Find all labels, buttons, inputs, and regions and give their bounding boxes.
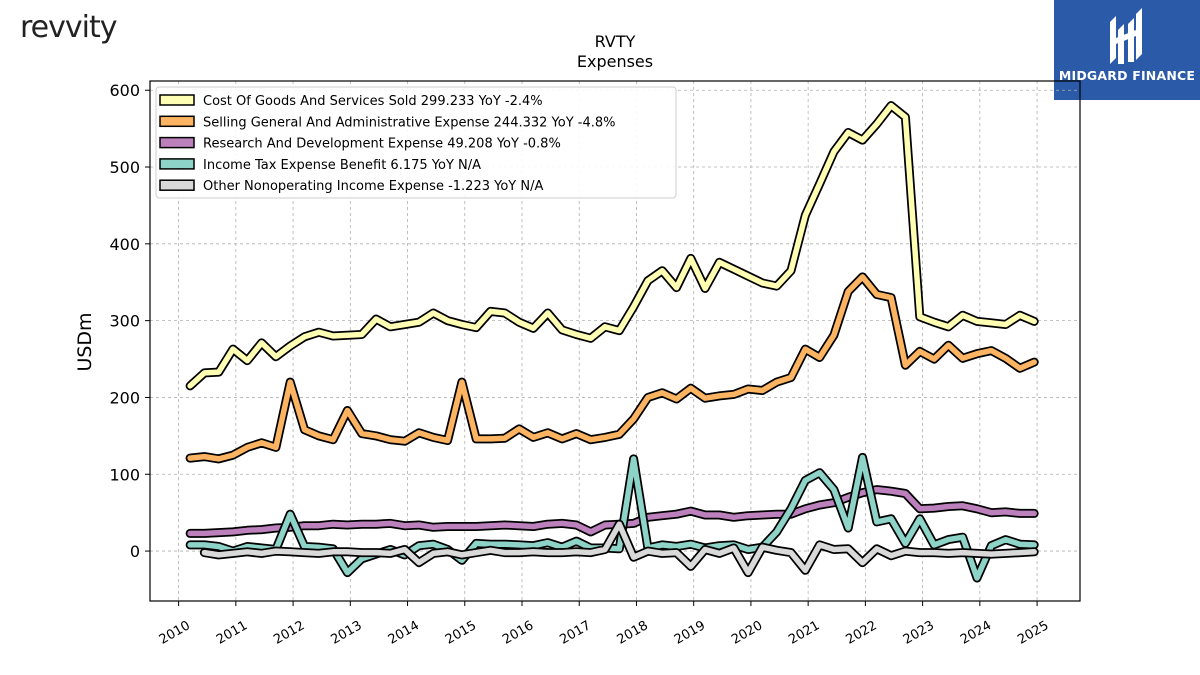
legend-box bbox=[155, 86, 677, 199]
series-outline-income-tax-expense-benefit bbox=[185, 452, 1039, 583]
y-tick-label: 0 bbox=[130, 542, 140, 561]
x-tick-label: 2024 bbox=[958, 618, 994, 648]
x-tick-label: 2019 bbox=[672, 618, 708, 648]
legend-label: Income Tax Expense Benefit 6.175 YoY N/A bbox=[203, 158, 481, 173]
brand-mark-icon bbox=[1110, 8, 1142, 64]
x-tick-label: 2021 bbox=[786, 618, 822, 648]
legend-label: Research And Development Expense 49.208 … bbox=[203, 137, 561, 152]
legend: Cost Of Goods And Services Sold 299.233 … bbox=[155, 86, 677, 199]
series-line-selling-general-and-administrative-expense bbox=[187, 274, 1037, 462]
series-outline-selling-general-and-administrative-expense bbox=[185, 272, 1039, 464]
legend-swatch bbox=[159, 115, 195, 128]
legend-swatch bbox=[159, 94, 195, 106]
brand-badge: MIDGARD FINANCE bbox=[1054, 0, 1200, 100]
x-tick-label: 2011 bbox=[214, 618, 250, 648]
legend-swatch bbox=[159, 158, 195, 170]
plot-frame bbox=[149, 80, 1081, 602]
series-line-research-and-development-expense bbox=[187, 486, 1037, 537]
legend-label: Other Nonoperating Income Expense -1.223… bbox=[203, 179, 543, 194]
x-tick-label: 2010 bbox=[157, 618, 193, 648]
series-line-other-nonoperating-income-expense bbox=[201, 521, 1037, 576]
x-tick-label: 2022 bbox=[844, 618, 880, 648]
x-tick-label: 2020 bbox=[729, 618, 765, 648]
x-tick-label: 2023 bbox=[901, 618, 937, 648]
x-tick-label: 2013 bbox=[328, 618, 364, 648]
legend-label: Cost Of Goods And Services Sold 299.233 … bbox=[203, 94, 543, 109]
x-tick-label: 2017 bbox=[557, 618, 593, 648]
company-logo: revvity bbox=[20, 10, 117, 45]
brand-name: MIDGARD FINANCE bbox=[1058, 68, 1196, 83]
y-tick-label: 500 bbox=[109, 158, 140, 177]
series-lines bbox=[185, 101, 1039, 583]
x-tick-label: 2015 bbox=[443, 618, 479, 648]
y-tick-label: 600 bbox=[109, 81, 140, 100]
x-tick-label: 2016 bbox=[500, 618, 536, 648]
x-tick-label: 2018 bbox=[615, 618, 651, 648]
series-line-income-tax-expense-benefit bbox=[187, 454, 1037, 581]
chart-title: RVTY bbox=[595, 32, 636, 51]
chart-subtitle: Expenses bbox=[577, 52, 653, 71]
series-line-cost-of-goods-and-services-sold bbox=[187, 102, 1037, 389]
legend-label: Selling General And Administrative Expen… bbox=[203, 115, 616, 130]
x-tick-label: 2014 bbox=[386, 618, 422, 648]
x-tick-label: 2025 bbox=[1015, 618, 1051, 648]
x-tick-label: 2012 bbox=[271, 618, 307, 648]
y-axis-label: USDm bbox=[74, 312, 96, 371]
y-tick-label: 400 bbox=[109, 235, 140, 254]
legend-swatch bbox=[159, 136, 195, 149]
y-tick-label: 300 bbox=[109, 312, 140, 331]
y-tick-label: 100 bbox=[109, 465, 140, 484]
y-tick-label: 200 bbox=[109, 388, 140, 407]
legend-swatch bbox=[159, 179, 195, 191]
